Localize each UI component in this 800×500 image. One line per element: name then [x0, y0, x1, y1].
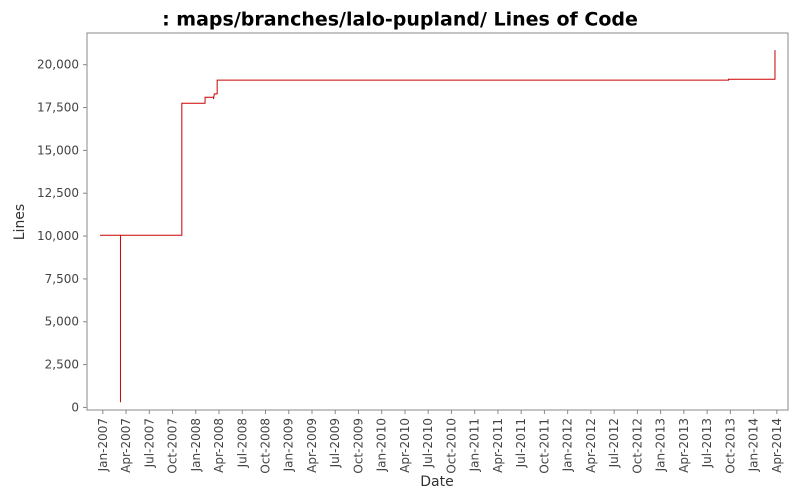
x-tick-label: Apr-2012	[584, 418, 598, 473]
y-tick-label: 0	[71, 400, 79, 414]
x-tick-label: Oct-2007	[166, 418, 180, 474]
x-tick-label: Jul-2009	[328, 418, 342, 468]
x-tick-label: Oct-2012	[630, 418, 644, 474]
x-tick-label: Oct-2010	[444, 418, 458, 474]
x-tick-label: Jan-2007	[96, 418, 110, 472]
x-tick-label: Jan-2014	[747, 418, 761, 472]
x-tick-label: Apr-2011	[491, 418, 505, 473]
x-tick-label: Apr-2014	[770, 418, 784, 473]
plot-area	[86, 32, 789, 411]
x-axis-label: Date	[420, 474, 453, 490]
x-tick-label: Jul-2008	[235, 418, 249, 468]
x-tick-label: Jul-2007	[142, 418, 156, 468]
data-line	[100, 50, 776, 403]
y-tick-label: 12,500	[37, 186, 79, 200]
x-tick-label: Jul-2012	[607, 418, 621, 468]
x-tick-label: Apr-2008	[212, 418, 226, 473]
y-tick-label: 20,000	[37, 58, 79, 72]
y-tick-label: 7,500	[45, 272, 79, 286]
x-tick-label: Jan-2013	[654, 418, 668, 472]
x-tick-label: Oct-2011	[537, 418, 551, 474]
x-tick-label: Oct-2013	[723, 418, 737, 474]
x-tick-label: Oct-2009	[351, 418, 365, 474]
y-axis-label: Lines	[12, 204, 28, 240]
y-tick-label: 10,000	[37, 229, 79, 243]
x-tick-label: Jan-2008	[189, 418, 203, 472]
x-tick-label: Jul-2013	[700, 418, 714, 468]
y-tick-label: 2,500	[45, 358, 79, 372]
x-tick-label: Jan-2012	[561, 418, 575, 472]
x-tick-label: Apr-2007	[119, 418, 133, 473]
x-tick-label: Apr-2009	[305, 418, 319, 473]
x-tick-label: Jul-2011	[514, 418, 528, 468]
x-tick-label: Oct-2008	[259, 418, 273, 474]
x-tick-label: Jul-2010	[421, 418, 435, 468]
y-tick-label: 15,000	[37, 143, 79, 157]
x-tick-label: Jan-2009	[282, 418, 296, 472]
x-tick-label: Jan-2010	[375, 418, 389, 472]
y-tick-label: 5,000	[45, 315, 79, 329]
x-tick-label: Apr-2010	[398, 418, 412, 473]
x-tick-label: Jan-2011	[468, 418, 482, 472]
x-tick-label: Apr-2013	[677, 418, 691, 473]
y-tick-label: 17,500	[37, 101, 79, 115]
chart-title: : maps/branches/lalo-pupland/ Lines of C…	[162, 9, 638, 31]
